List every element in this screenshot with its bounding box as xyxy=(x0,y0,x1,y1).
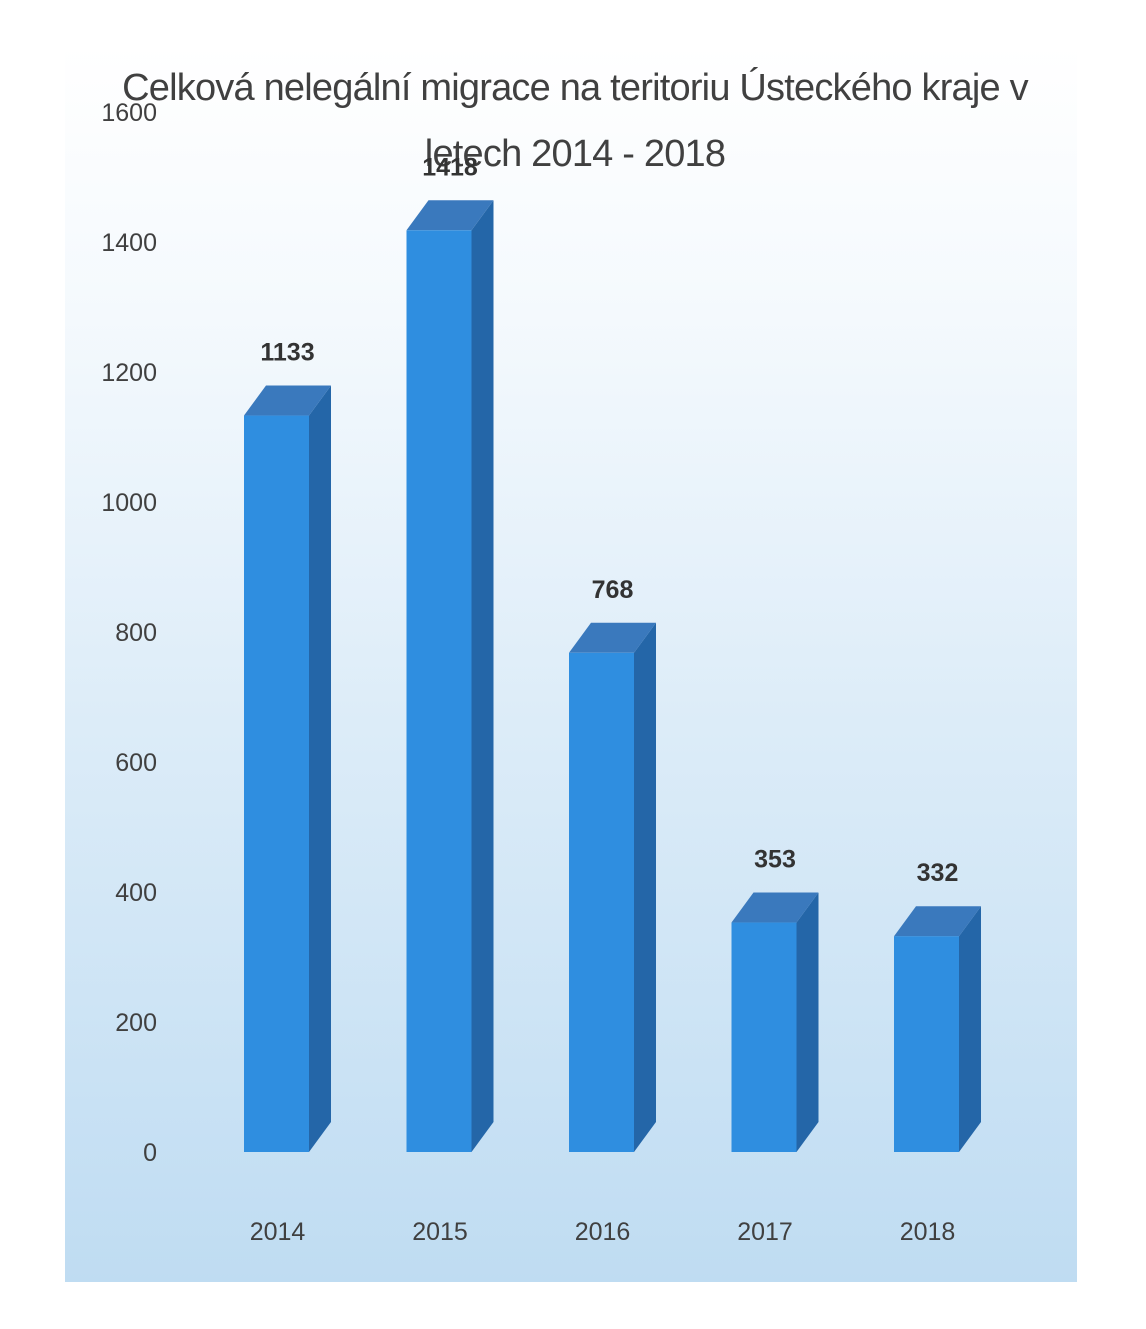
x-axis-ticks: 2014 2015 2016 2017 2018 xyxy=(250,1218,956,1246)
x-tick-label: 2016 xyxy=(575,1218,631,1246)
y-tick-label: 600 xyxy=(115,749,157,777)
bar-front xyxy=(244,415,309,1152)
bars xyxy=(244,200,981,1153)
data-label: 353 xyxy=(754,846,796,874)
bar-top xyxy=(244,385,331,416)
bar-side xyxy=(309,385,331,1152)
y-tick-label: 1000 xyxy=(101,489,157,517)
bar-side xyxy=(959,906,981,1152)
y-tick-label: 200 xyxy=(115,1009,157,1037)
bar-2016 xyxy=(569,622,656,1152)
x-tick-label: 2015 xyxy=(412,1218,468,1246)
bar-front xyxy=(569,652,634,1152)
bar-2017 xyxy=(731,892,819,1152)
x-tick-label: 2017 xyxy=(737,1218,793,1246)
chart-title: Celková nelegální migrace na teritoriu Ú… xyxy=(122,67,1028,175)
x-tick-label: 2014 xyxy=(250,1218,306,1246)
data-label: 332 xyxy=(917,859,959,887)
y-tick-label: 1600 xyxy=(101,99,157,127)
data-label: 768 xyxy=(592,576,634,604)
bar-front xyxy=(894,936,959,1152)
bar-side xyxy=(796,892,819,1152)
bar-2014 xyxy=(244,385,331,1152)
data-label: 1133 xyxy=(260,339,314,367)
bar-front xyxy=(731,922,797,1152)
x-tick-label: 2018 xyxy=(900,1218,956,1246)
bar-top xyxy=(731,892,819,923)
y-tick-label: 1200 xyxy=(101,359,157,387)
y-tick-label: 1400 xyxy=(101,229,157,257)
bar-top xyxy=(569,622,656,653)
bar-2018 xyxy=(894,906,981,1152)
bar-front xyxy=(406,230,472,1153)
data-labels: 1133 1418 768 353 332 xyxy=(260,153,958,887)
bar-side xyxy=(471,200,494,1153)
bar-side xyxy=(634,622,656,1152)
bar-top xyxy=(406,200,494,231)
bar-2015 xyxy=(406,200,494,1153)
data-label: 1418 xyxy=(422,153,478,181)
y-tick-label: 0 xyxy=(143,1139,157,1167)
y-axis-ticks: 0 200 400 600 800 1000 1200 1400 1600 xyxy=(101,99,157,1167)
bar-top xyxy=(894,906,981,937)
y-tick-label: 400 xyxy=(115,879,157,907)
y-tick-label: 800 xyxy=(115,619,157,647)
